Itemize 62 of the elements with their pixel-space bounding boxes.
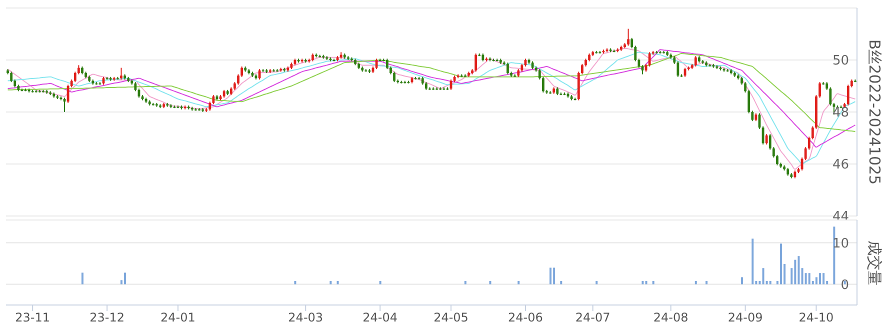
candlestick xyxy=(474,53,478,72)
bar xyxy=(762,268,764,284)
bar xyxy=(489,280,492,284)
candlestick xyxy=(648,52,651,67)
bar xyxy=(81,272,84,284)
bar xyxy=(652,280,654,284)
candlestick xyxy=(134,82,137,92)
bar xyxy=(758,280,761,284)
candlestick xyxy=(506,62,509,75)
bar xyxy=(550,268,552,284)
bar xyxy=(706,280,708,284)
bar xyxy=(464,280,466,284)
y-axis-title: 成交量 xyxy=(864,240,884,285)
bar xyxy=(794,260,796,284)
bar xyxy=(642,280,644,284)
y-axis-title: B丝2022-20241025 xyxy=(864,39,884,185)
candlestick xyxy=(818,82,821,98)
bar xyxy=(379,280,382,284)
x-tick-label: 24-06 xyxy=(508,310,543,325)
candlestick xyxy=(10,71,13,83)
bar xyxy=(818,273,821,284)
bar xyxy=(798,256,800,284)
bar xyxy=(336,280,339,284)
x-tick-label: 24-09 xyxy=(728,310,763,325)
bar xyxy=(596,280,598,284)
bar xyxy=(844,280,846,284)
candlestick xyxy=(627,28,630,46)
y-tick-label: 0 xyxy=(840,278,849,293)
line-series xyxy=(7,53,856,132)
y-tick-label: 50 xyxy=(832,54,849,69)
x-tick-label: 24-05 xyxy=(434,310,468,325)
bar xyxy=(740,277,743,284)
y-tick-label: 46 xyxy=(832,158,849,173)
bar xyxy=(822,273,825,284)
bar xyxy=(645,280,648,284)
bar xyxy=(553,268,556,284)
candlestick xyxy=(694,56,697,67)
x-tick-label: 24-03 xyxy=(288,310,324,325)
x-tick-label: 24-08 xyxy=(653,310,688,325)
x-tick-label: 24-04 xyxy=(362,310,398,325)
x-tick-label: 23-11 xyxy=(15,310,50,325)
bar xyxy=(833,226,836,284)
bar xyxy=(330,280,332,284)
bar xyxy=(560,280,562,284)
x-tick-label: 24-01 xyxy=(160,310,196,325)
candlestick xyxy=(765,134,768,145)
line-series xyxy=(7,49,856,148)
bar xyxy=(518,280,520,284)
bar xyxy=(124,272,126,284)
bar xyxy=(694,280,697,284)
bar xyxy=(752,238,754,284)
x-tick-label: 24-10 xyxy=(798,310,834,325)
bar xyxy=(801,268,804,284)
bar xyxy=(769,280,772,284)
bar xyxy=(294,280,296,284)
bar xyxy=(815,277,818,284)
x-tick-label: 24-07 xyxy=(575,310,610,325)
candlestick xyxy=(393,71,396,83)
bar xyxy=(808,273,810,284)
x-tick-label: 23-12 xyxy=(90,310,124,325)
candlestick xyxy=(120,67,122,80)
bar xyxy=(780,244,782,284)
